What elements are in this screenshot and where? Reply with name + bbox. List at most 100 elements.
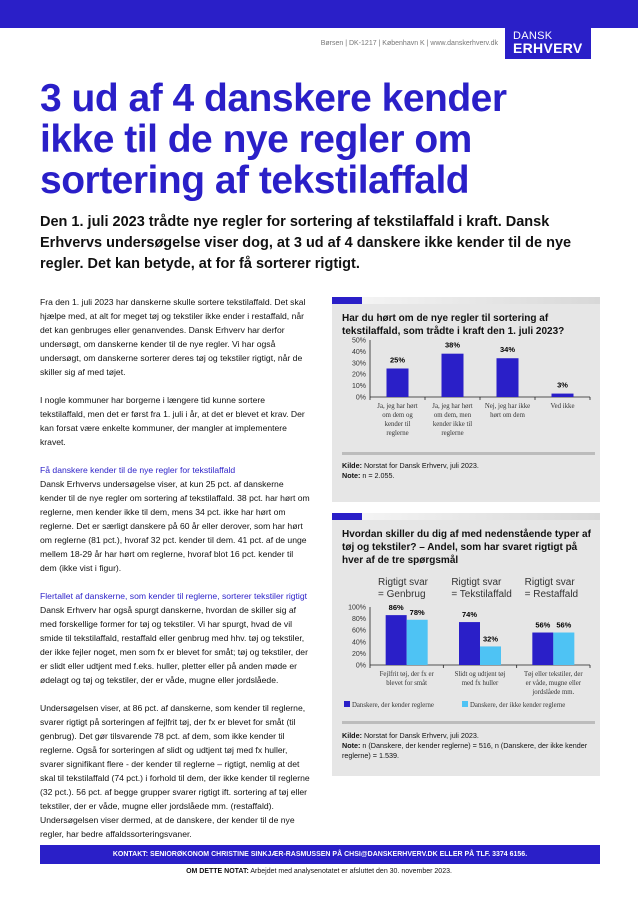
- y-tick-label: 20%: [352, 372, 366, 379]
- x-category-label: reglerne: [441, 430, 463, 437]
- note-text: n = 2.055.: [360, 471, 395, 480]
- y-tick-label: 40%: [352, 639, 366, 646]
- source-label: Kilde:: [342, 731, 362, 740]
- paragraph: Undersøgelsen viser, at 86 pct. af dansk…: [40, 703, 310, 839]
- paragraph: Fra den 1. juli 2023 har danskerne skull…: [40, 297, 306, 377]
- y-tick-label: 60%: [352, 628, 366, 635]
- x-category-label: Ja, jeg har hørt: [432, 403, 473, 410]
- x-category-label: Nej, jeg har ikke: [485, 403, 530, 410]
- section: Få danskere kender til de nye regler for…: [40, 463, 312, 575]
- legend-label: Danskere, der ikke kender reglerne: [470, 702, 565, 709]
- note-text: n (Danskere, der kender reglerne) = 516,…: [342, 741, 588, 760]
- bar: [532, 632, 554, 665]
- contact-bar: KONTAKT: SENIORØKONOM CHRISTINE SINKJÆR-…: [40, 845, 600, 864]
- x-category-label: Ved ikke: [551, 403, 575, 410]
- body-column: Fra den 1. juli 2023 har danskerne skull…: [40, 295, 312, 855]
- x-category-label: reglerne: [386, 430, 408, 437]
- note-label: Note:: [342, 471, 361, 480]
- y-tick-label: 10%: [352, 383, 366, 390]
- data-label: 32%: [483, 634, 498, 643]
- dansk-erhverv-logo: DANSK ERHVERV: [505, 28, 591, 59]
- x-category-label: om dem og: [382, 412, 413, 419]
- y-tick-label: 40%: [352, 349, 366, 356]
- divider: [342, 452, 595, 455]
- group-header: = Restaffald: [525, 589, 578, 600]
- bar: [553, 632, 575, 665]
- data-label: 34%: [500, 345, 515, 354]
- x-category-label: er våde, mugne eller: [526, 680, 582, 687]
- y-tick-label: 20%: [352, 651, 366, 658]
- x-category-label: kender ikke til: [433, 421, 472, 428]
- group-header: Rigtigt svar: [378, 577, 429, 588]
- x-category-label: hørt om dem: [490, 412, 525, 419]
- y-tick-label: 30%: [352, 360, 366, 367]
- source-label: Kilde:: [342, 461, 362, 470]
- paragraph: I nogle kommuner har borgerne i længere …: [40, 395, 305, 447]
- page-title: 3 ud af 4 danskere kender ikke til de ny…: [40, 77, 507, 202]
- data-label: 3%: [557, 381, 568, 390]
- bar: [386, 368, 409, 397]
- chart-title: Hvordan skiller du dig af med nedenståen…: [342, 529, 591, 566]
- data-label: 25%: [390, 356, 405, 365]
- note-label: OM DETTE NOTAT:: [186, 868, 249, 875]
- note-text: Arbejdet med analysenotatet er afsluttet…: [248, 868, 452, 875]
- y-tick-label: 80%: [352, 616, 366, 623]
- subheading: Få danskere kender til de nye regler for…: [40, 465, 236, 475]
- panel-header-bar: [362, 513, 600, 520]
- bar: [385, 615, 407, 665]
- panel-tab-marker: [332, 297, 362, 304]
- section: Flertallet af danskerne, som kender til …: [40, 589, 312, 687]
- x-category-label: med fx huller: [462, 680, 499, 687]
- x-category-label: jordslåede mm.: [531, 689, 574, 696]
- x-category-label: Tøj eller tekstiler, der: [524, 671, 583, 678]
- x-category-label: blevet for småt: [386, 680, 427, 687]
- footer-note: OM DETTE NOTAT: Arbejdet med analysenota…: [0, 868, 638, 875]
- paragraph: Dansk Erhvervs undersøgelse viser, at ku…: [40, 479, 310, 573]
- paragraph: Dansk Erhverv har også spurgt danskerne,…: [40, 605, 308, 685]
- logo-line1: DANSK: [513, 30, 553, 42]
- group-header: Rigtigt svar: [525, 577, 576, 588]
- panel-tab-marker: [332, 513, 362, 520]
- data-label: 38%: [445, 341, 460, 350]
- x-category-label: om dem, men: [434, 412, 472, 419]
- y-tick-label: 0%: [356, 663, 366, 670]
- group-header: = Genbrug: [378, 589, 426, 600]
- legend-swatch: [344, 701, 350, 707]
- chart-panel-awareness: Har du hørt om de nye regler til sorteri…: [332, 297, 600, 502]
- bar: [459, 622, 480, 665]
- chart-title: Har du hørt om de nye regler til sorteri…: [342, 313, 565, 337]
- panel-header-bar: [362, 297, 600, 304]
- y-tick-label: 100%: [348, 605, 366, 612]
- top-banner: [0, 0, 638, 28]
- chart-source: Kilde: Norstat for Dansk Erhverv, juli 2…: [342, 461, 592, 481]
- x-category-label: Slidt og udtjent tøj: [455, 671, 506, 678]
- bar: [480, 646, 501, 665]
- x-category-label: Ja, jeg har hørt: [377, 403, 418, 410]
- y-tick-label: 0%: [356, 395, 366, 402]
- divider: [342, 721, 595, 724]
- data-label: 56%: [535, 621, 550, 630]
- data-label: 56%: [556, 621, 571, 630]
- data-label: 74%: [462, 610, 477, 619]
- lead-paragraph: Den 1. juli 2023 trådte nye regler for s…: [40, 214, 572, 272]
- bar-chart-awareness: 0% 10% 20% 30% 40% 50% 25% Ja, jeg har hørt om d…: [352, 338, 591, 437]
- subheading: Flertallet af danskerne, som kender til …: [40, 591, 307, 601]
- data-label: 86%: [389, 603, 404, 612]
- note-label: Note:: [342, 741, 361, 750]
- legend-label: Danskere, der kender reglerne: [352, 702, 434, 709]
- group-header: = Tekstilaffald: [451, 589, 512, 600]
- chart-source: Kilde: Norstat for Dansk Erhverv, juli 2…: [342, 731, 592, 761]
- y-tick-label: 50%: [352, 338, 366, 345]
- bar: [406, 619, 428, 665]
- source-text: Norstat for Dansk Erhverv, juli 2023.: [361, 461, 479, 470]
- address: Børsen | DK-1217 | København K | www.dan…: [320, 40, 498, 47]
- legend-swatch: [462, 701, 468, 707]
- data-label: 78%: [410, 608, 425, 617]
- chart-panel-sorting: Hvordan skiller du dig af med nedenståen…: [332, 513, 600, 776]
- x-category-label: Fejlfrit tøj, der fx er: [380, 671, 435, 678]
- bar: [551, 393, 574, 397]
- bar: [441, 353, 464, 397]
- bar-chart-sorting: 0%20%40%60%80%100%Rigtigt svar= GenbrugR…: [344, 577, 591, 709]
- x-category-label: kender til: [385, 421, 411, 428]
- source-text: Norstat for Dansk Erhverv, juli 2023.: [361, 731, 479, 740]
